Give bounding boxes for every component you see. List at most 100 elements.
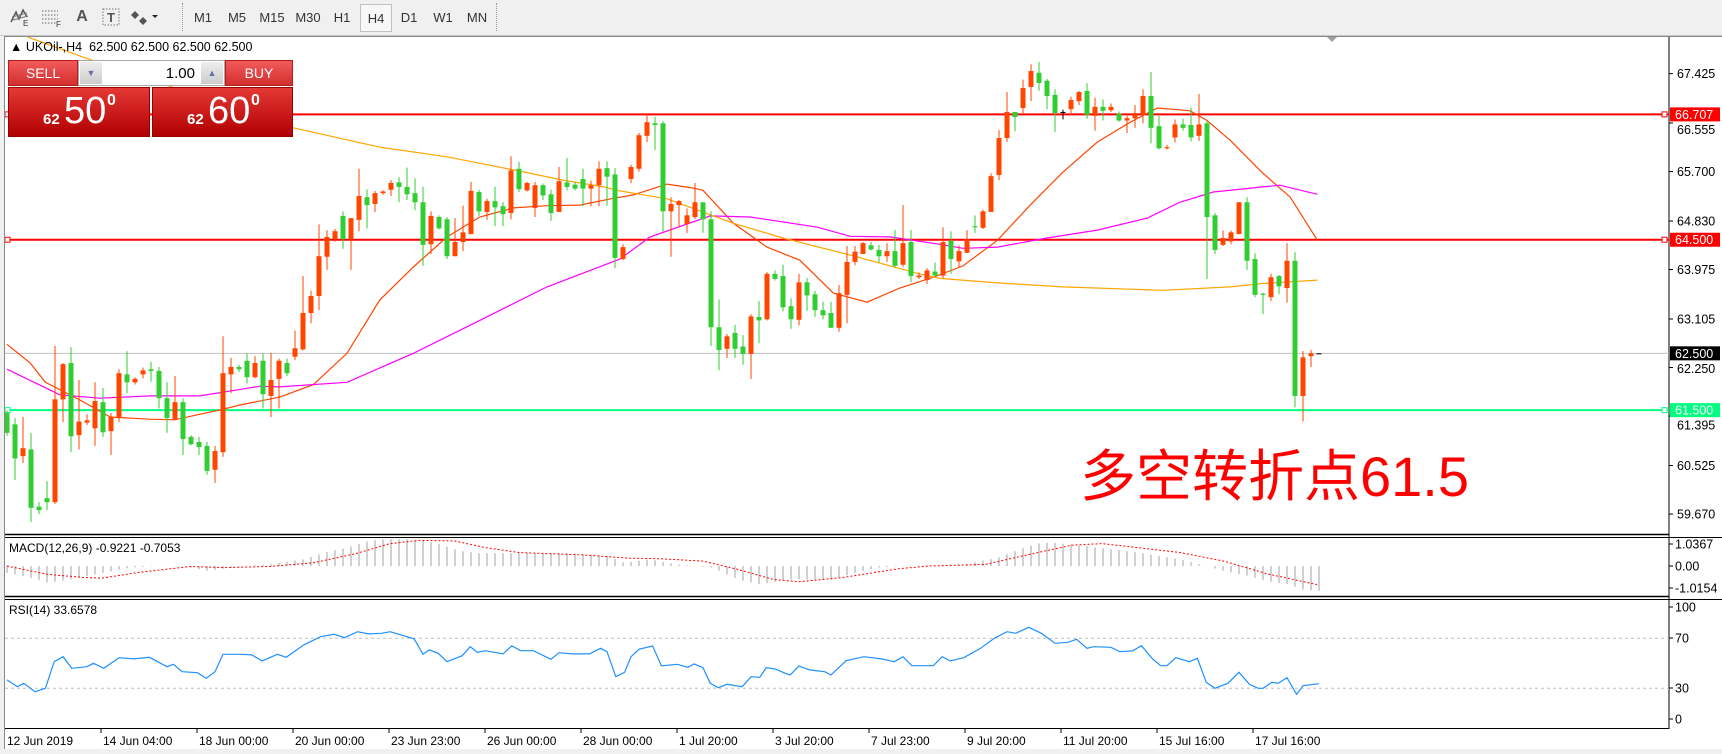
- buy-button[interactable]: BUY: [225, 60, 293, 86]
- candle[interactable]: [300, 276, 306, 351]
- candle[interactable]: [244, 353, 250, 384]
- candle[interactable]: [1084, 82, 1090, 119]
- candle[interactable]: [12, 418, 18, 481]
- candle[interactable]: [356, 168, 362, 232]
- candle[interactable]: [988, 173, 994, 212]
- candle[interactable]: [852, 245, 858, 266]
- candle[interactable]: [844, 245, 850, 324]
- lot-increase-button[interactable]: ▲: [201, 62, 223, 84]
- candle[interactable]: [524, 181, 530, 192]
- candle[interactable]: [1100, 99, 1106, 121]
- candle[interactable]: [268, 352, 274, 417]
- candle[interactable]: [412, 178, 418, 211]
- candle[interactable]: [900, 205, 906, 268]
- candle[interactable]: [116, 369, 122, 423]
- candle[interactable]: [308, 290, 314, 324]
- candle[interactable]: [1116, 111, 1122, 122]
- sell-button[interactable]: SELL: [8, 60, 78, 86]
- candle[interactable]: [572, 181, 578, 191]
- candle[interactable]: [284, 358, 290, 377]
- candle[interactable]: [964, 230, 970, 253]
- candle[interactable]: [324, 230, 330, 270]
- candle[interactable]: [972, 215, 978, 233]
- candle[interactable]: [108, 412, 114, 456]
- candle[interactable]: [372, 190, 378, 212]
- candle[interactable]: [1220, 230, 1226, 246]
- sell-price-box[interactable]: 62 50 0: [8, 87, 150, 137]
- candle[interactable]: [884, 243, 890, 262]
- candle[interactable]: [700, 202, 706, 233]
- candle[interactable]: [124, 351, 130, 394]
- candle[interactable]: [220, 336, 226, 457]
- candle[interactable]: [140, 367, 146, 379]
- candle[interactable]: [1196, 93, 1202, 141]
- candle[interactable]: [444, 217, 450, 260]
- candle[interactable]: [860, 242, 866, 254]
- candle[interactable]: [1060, 109, 1066, 120]
- candle[interactable]: [52, 345, 58, 504]
- candle[interactable]: [1156, 115, 1162, 150]
- candle[interactable]: [452, 218, 458, 257]
- candle[interactable]: [164, 382, 170, 433]
- candle[interactable]: [868, 242, 874, 251]
- candle[interactable]: [20, 416, 26, 463]
- line-handle[interactable]: [1661, 111, 1668, 118]
- candle[interactable]: [132, 377, 138, 385]
- candle[interactable]: [724, 334, 730, 358]
- buy-price-box[interactable]: 62 60 0: [152, 87, 293, 137]
- candle[interactable]: [1164, 144, 1170, 150]
- candle[interactable]: [620, 244, 626, 261]
- candle[interactable]: [740, 335, 746, 365]
- candle[interactable]: [892, 230, 898, 268]
- candle[interactable]: [1108, 103, 1114, 112]
- candle[interactable]: [916, 272, 922, 279]
- arrows-dropdown-icon[interactable]: [128, 4, 162, 30]
- candle[interactable]: [924, 268, 930, 285]
- fibonacci-icon[interactable]: F: [36, 4, 66, 30]
- timeframe-mn-button[interactable]: MN: [466, 9, 488, 25]
- candle[interactable]: [292, 330, 298, 361]
- candle[interactable]: [196, 436, 202, 456]
- collapse-triangle-icon[interactable]: ▲: [10, 40, 26, 54]
- candle[interactable]: [1020, 79, 1026, 115]
- candle[interactable]: [508, 156, 514, 220]
- text-icon[interactable]: A: [76, 8, 88, 25]
- candle[interactable]: [332, 228, 338, 242]
- candle[interactable]: [836, 285, 842, 332]
- candle[interactable]: [708, 211, 714, 346]
- candle[interactable]: [780, 264, 786, 312]
- candle[interactable]: [260, 353, 266, 409]
- candle[interactable]: [1276, 274, 1282, 295]
- candle[interactable]: [828, 301, 834, 328]
- candle[interactable]: [1012, 111, 1018, 132]
- candle[interactable]: [388, 180, 394, 197]
- candle[interactable]: [500, 202, 506, 227]
- candle[interactable]: [1148, 72, 1154, 144]
- candle[interactable]: [948, 231, 954, 274]
- candle[interactable]: [28, 432, 34, 523]
- candle[interactable]: [748, 314, 754, 379]
- candle[interactable]: [348, 218, 354, 270]
- candle[interactable]: [788, 298, 794, 329]
- candle[interactable]: [956, 245, 962, 268]
- candle[interactable]: [1308, 349, 1314, 367]
- candle[interactable]: [1300, 351, 1306, 422]
- candle[interactable]: [660, 121, 666, 232]
- candle[interactable]: [364, 189, 370, 229]
- candle[interactable]: [604, 161, 610, 206]
- candle[interactable]: [460, 205, 466, 252]
- candle[interactable]: [1076, 90, 1082, 106]
- candle[interactable]: [396, 177, 402, 203]
- candle[interactable]: [628, 164, 634, 183]
- candle[interactable]: [756, 301, 762, 344]
- candle[interactable]: [276, 358, 282, 409]
- elliott-wave-icon[interactable]: E: [6, 4, 34, 30]
- candle[interactable]: [428, 211, 434, 254]
- candle[interactable]: [468, 181, 474, 235]
- timeframe-m5-button[interactable]: M5: [227, 9, 247, 25]
- text-label-icon[interactable]: T: [98, 4, 124, 30]
- candle[interactable]: [548, 189, 554, 222]
- candle[interactable]: [1092, 97, 1098, 131]
- candle[interactable]: [1172, 119, 1178, 143]
